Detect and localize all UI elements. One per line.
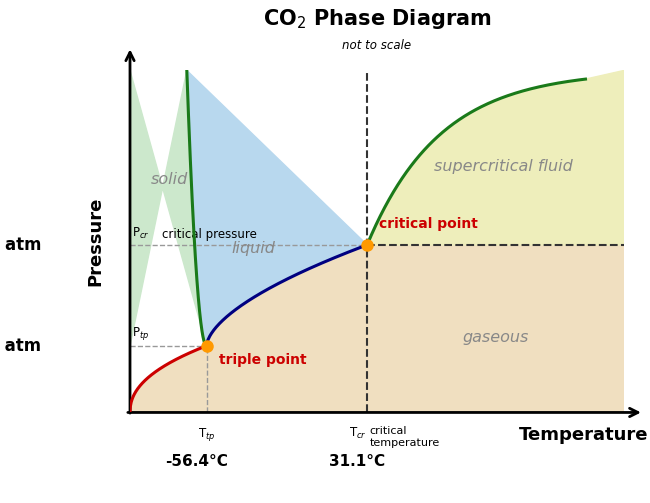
Text: supercritical fluid: supercritical fluid [434, 158, 573, 174]
Text: 73 atm: 73 atm [0, 236, 41, 254]
Polygon shape [130, 245, 624, 412]
Text: P$_{cr}$: P$_{cr}$ [133, 226, 150, 241]
Text: gaseous: gaseous [462, 329, 528, 345]
Text: T$_{cr}$: T$_{cr}$ [350, 426, 367, 441]
Polygon shape [187, 70, 367, 346]
Text: Pressure: Pressure [86, 197, 105, 286]
Text: triple point: triple point [219, 353, 307, 367]
Text: P$_{tp}$: P$_{tp}$ [133, 325, 150, 343]
Text: T$_{tp}$: T$_{tp}$ [198, 426, 215, 443]
Text: critical
temperature: critical temperature [370, 426, 440, 448]
Polygon shape [130, 70, 207, 346]
Text: -56.4°C: -56.4°C [165, 454, 228, 468]
Text: not to scale: not to scale [343, 39, 411, 52]
Text: 31.1°C: 31.1°C [329, 454, 385, 468]
Polygon shape [367, 70, 624, 245]
Text: liquid: liquid [231, 241, 276, 256]
Text: solid: solid [151, 173, 188, 188]
Text: critical pressure: critical pressure [162, 228, 257, 241]
Text: critical point: critical point [380, 217, 478, 231]
Text: Temperature: Temperature [519, 426, 649, 444]
Text: CO$_2$ Phase Diagram: CO$_2$ Phase Diagram [263, 7, 491, 31]
Text: 5.11 atm: 5.11 atm [0, 337, 41, 355]
